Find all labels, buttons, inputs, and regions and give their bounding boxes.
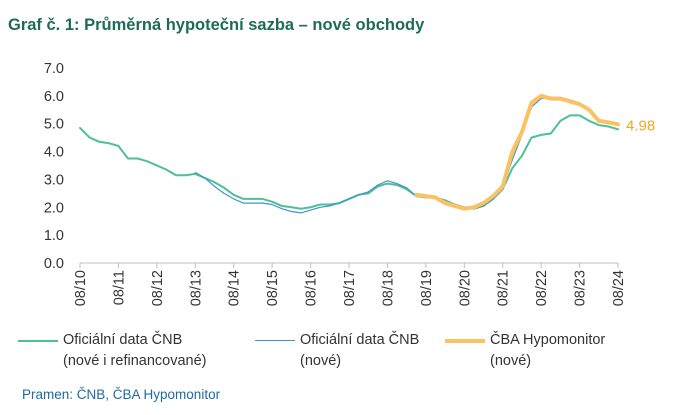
x-tick-label: 08/18 xyxy=(380,270,396,306)
axes xyxy=(79,262,619,268)
series-line-cnb-new xyxy=(194,96,619,214)
y-tick-label: 6.0 xyxy=(44,89,64,105)
x-tick-label: 08/22 xyxy=(534,270,550,306)
legend-label-cnb-all-line1: Oficiální data ČNB xyxy=(63,332,183,348)
legend-swatch-cnb-all xyxy=(18,340,58,342)
x-tick-label: 08/14 xyxy=(227,270,243,306)
labels: 0.0 1.0 2.0 3.0 4.0 5.0 6.0 7.0 08/10 08/11 08/12 0… xyxy=(44,61,655,306)
y-tick-label: 0.0 xyxy=(44,256,64,272)
series-line-cba-hypomonitor xyxy=(414,93,620,211)
x-tick-label: 08/23 xyxy=(573,270,589,306)
y-tick-label: 3.0 xyxy=(44,172,64,188)
x-tick-label: 08/12 xyxy=(150,270,166,306)
x-tick-label: 08/16 xyxy=(304,270,320,306)
legend-label-cnb-new-line2: (nové) xyxy=(300,353,342,369)
x-tick-label: 08/11 xyxy=(111,270,127,305)
legend-swatch-cnb-new xyxy=(255,340,295,341)
x-tick-label: 08/21 xyxy=(496,270,512,306)
legend-label-cnb-all-line2: (nové i refinancované) xyxy=(63,353,207,369)
x-tick-label: 08/19 xyxy=(419,270,435,306)
legend-label-cba-line2: (nové) xyxy=(490,353,532,369)
x-tick-label: 08/10 xyxy=(73,270,89,306)
x-tick-label: 08/15 xyxy=(265,270,281,306)
y-tick-label: 5.0 xyxy=(44,117,64,133)
x-tick-label: 08/24 xyxy=(611,270,627,306)
legend-label-cnb-new-line1: Oficiální data ČNB xyxy=(300,332,420,348)
x-tick-label: 08/17 xyxy=(342,270,358,306)
y-tick-label: 2.0 xyxy=(44,200,64,216)
legend-label-cba-line1: ČBA Hypomonitor xyxy=(490,332,606,348)
chart-title: Graf č. 1: Průměrná hypoteční sazba – no… xyxy=(8,16,425,34)
x-tick-label: 08/20 xyxy=(457,270,473,306)
y-tick-label: 4.0 xyxy=(44,145,64,161)
y-tick-label: 1.0 xyxy=(44,228,64,244)
series-line-cnb-all xyxy=(79,114,619,210)
series-lines xyxy=(79,93,620,214)
end-value-label: 4.98 xyxy=(626,117,655,134)
x-tick-label: 08/13 xyxy=(188,270,204,306)
y-tick-label: 7.0 xyxy=(44,61,64,77)
source-note: Pramen: ČNB, ČBA Hypomonitor xyxy=(22,387,221,402)
legend-swatch-cba xyxy=(445,339,485,343)
